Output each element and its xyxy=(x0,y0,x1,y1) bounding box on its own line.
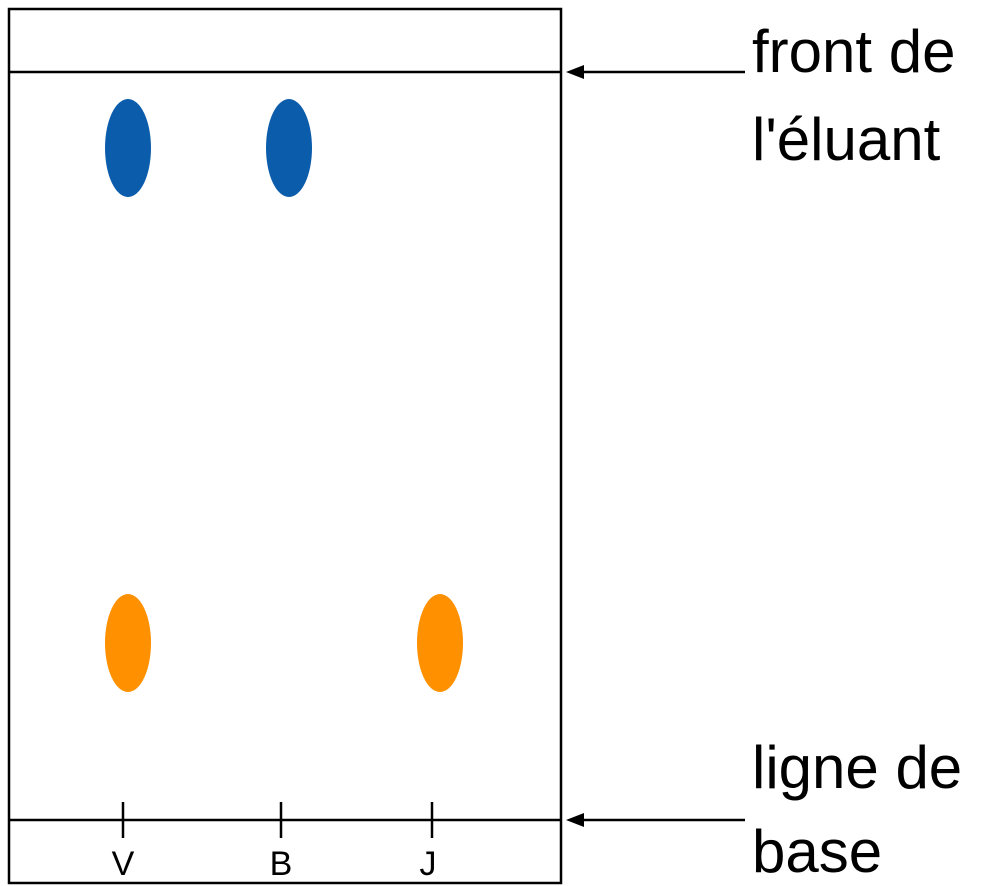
spot-b-blue xyxy=(266,99,312,197)
baseline-label-line1: ligne de xyxy=(752,734,962,801)
spot-j-orange xyxy=(417,594,463,692)
baseline-label-line2: base xyxy=(752,818,882,885)
spot-v-blue xyxy=(105,99,151,197)
lane-label-v: V xyxy=(112,845,135,883)
lane-label-j: J xyxy=(420,845,437,883)
tlc-plate xyxy=(7,7,563,885)
spot-v-orange xyxy=(105,594,151,692)
baseline-arrow xyxy=(566,813,745,827)
lane-label-b: B xyxy=(270,845,293,883)
solvent-front-arrow xyxy=(566,65,745,79)
solvent-front-label-line1: front de xyxy=(752,18,955,85)
solvent-front-label-line2: l'éluant xyxy=(752,106,941,173)
